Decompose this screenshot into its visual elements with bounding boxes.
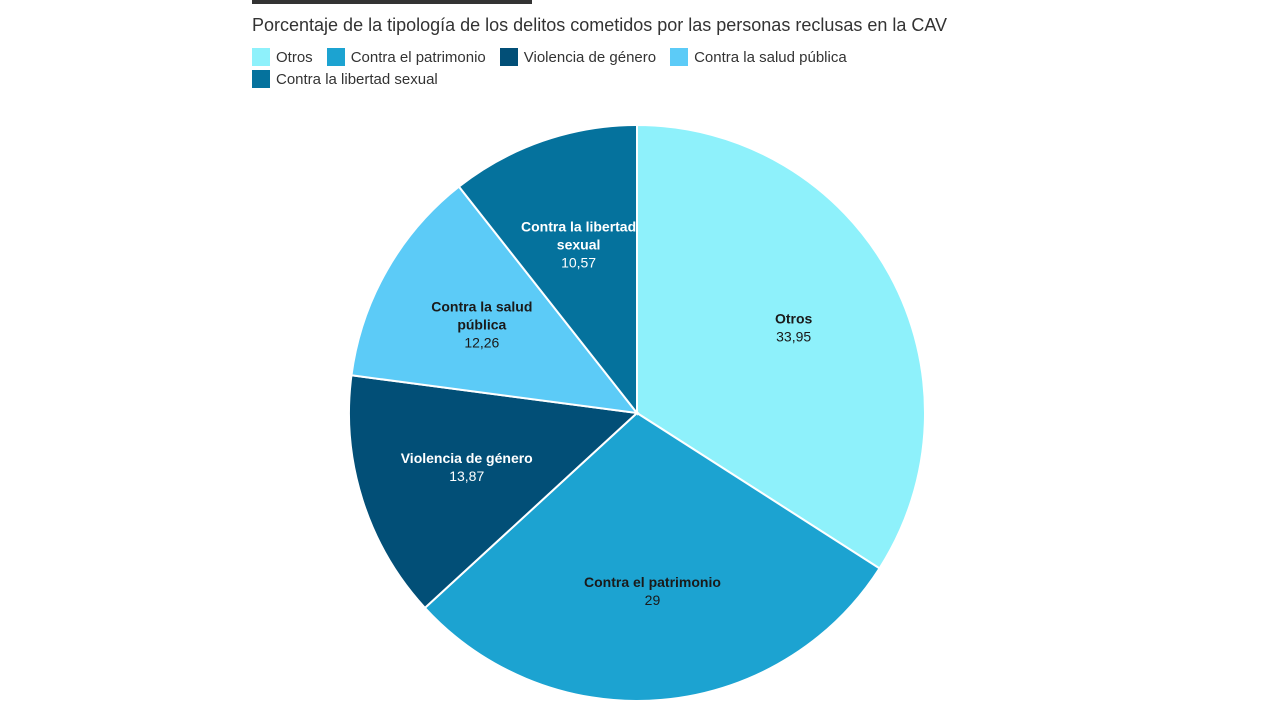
pie-slice-violencia-de-genero [348,374,640,610]
legend-item-contra-la-libertad-sexual: Contra la libertad sexual [252,70,438,88]
legend-item-otros: Otros [252,48,313,66]
legend-item-contra-el-patrimonio: Contra el patrimonio [326,48,486,66]
chart-legend: Otros Contra el patrimonio Violencia de … [252,48,932,88]
legend-swatch [499,48,518,66]
slice-label-violencia-de-genero: Violencia de género [401,450,533,466]
pie-slice-contra-el-patrimonio [423,411,881,702]
pie-slice-contra-la-salud-publica [350,185,640,415]
slice-label-otros: Otros [775,310,813,326]
slice-value-contra-la-libertad-sexual: 10,57 [561,254,596,270]
legend-label: Contra el patrimonio [350,48,486,66]
legend-swatch [326,48,345,66]
legend-swatch [252,70,270,88]
legend-swatch [670,48,689,66]
chart-subtitle: Porcentaje de la tipología de los delito… [252,15,948,35]
slice-value-contra-la-salud-publica: 12,26 [464,335,499,351]
slice-label-contra-la-libertad-sexual: sexual [557,236,601,252]
slice-label-contra-la-libertad-sexual: Contra la libertad [521,218,636,234]
slice-label-contra-el-patrimonio: Contra el patrimonio [584,574,721,590]
slice-value-contra-el-patrimonio: 29 [645,592,661,608]
legend-label: Contra la libertad sexual [276,70,438,88]
slice-label-contra-la-salud-publica: Contra la salud [431,299,532,315]
legend-label: Otros [276,48,313,66]
slice-label-contra-la-salud-publica: pública [457,317,506,333]
pie-slice-otros [636,123,926,570]
truncated-title-bar [252,0,532,4]
legend-item-violencia-de-genero: Violencia de género [499,48,657,66]
legend-item-contra-la-salud-publica: Contra la salud pública [670,48,847,66]
legend-label: Contra la salud pública [694,48,847,66]
pie-slice-contra-la-libertad-sexual [457,123,638,416]
legend-swatch [252,48,270,66]
slice-value-otros: 33,95 [776,328,811,344]
legend-label: Violencia de género [523,48,657,66]
slice-value-violencia-de-genero: 13,87 [449,468,484,484]
